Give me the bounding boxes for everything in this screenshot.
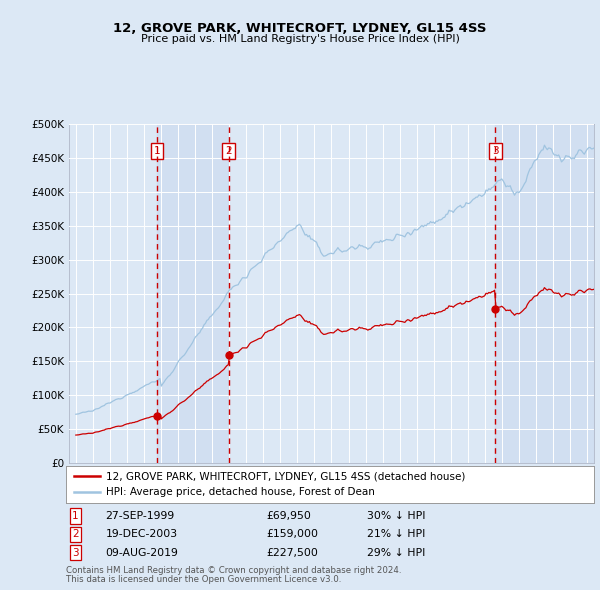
Text: £159,000: £159,000 — [266, 529, 319, 539]
Text: 12, GROVE PARK, WHITECROFT, LYDNEY, GL15 4SS (detached house): 12, GROVE PARK, WHITECROFT, LYDNEY, GL15… — [106, 471, 465, 481]
Text: 2: 2 — [226, 146, 232, 156]
Bar — [157, 124, 229, 463]
Text: 3: 3 — [72, 548, 79, 558]
Text: 30% ↓ HPI: 30% ↓ HPI — [367, 511, 425, 521]
Text: Price paid vs. HM Land Registry's House Price Index (HPI): Price paid vs. HM Land Registry's House … — [140, 34, 460, 44]
Text: This data is licensed under the Open Government Licence v3.0.: This data is licensed under the Open Gov… — [66, 575, 341, 584]
Text: 19-DEC-2003: 19-DEC-2003 — [106, 529, 178, 539]
Text: Contains HM Land Registry data © Crown copyright and database right 2024.: Contains HM Land Registry data © Crown c… — [66, 566, 401, 575]
Text: 2: 2 — [72, 529, 79, 539]
Text: 09-AUG-2019: 09-AUG-2019 — [106, 548, 178, 558]
Text: 29% ↓ HPI: 29% ↓ HPI — [367, 548, 425, 558]
Text: HPI: Average price, detached house, Forest of Dean: HPI: Average price, detached house, Fore… — [106, 487, 374, 497]
Text: 12, GROVE PARK, WHITECROFT, LYDNEY, GL15 4SS: 12, GROVE PARK, WHITECROFT, LYDNEY, GL15… — [113, 22, 487, 35]
Text: £227,500: £227,500 — [266, 548, 319, 558]
Text: 27-SEP-1999: 27-SEP-1999 — [106, 511, 175, 521]
Text: 1: 1 — [154, 146, 160, 156]
Text: 1: 1 — [72, 511, 79, 521]
Text: 21% ↓ HPI: 21% ↓ HPI — [367, 529, 425, 539]
Text: 3: 3 — [492, 146, 499, 156]
Bar — [496, 124, 594, 463]
Text: £69,950: £69,950 — [266, 511, 311, 521]
